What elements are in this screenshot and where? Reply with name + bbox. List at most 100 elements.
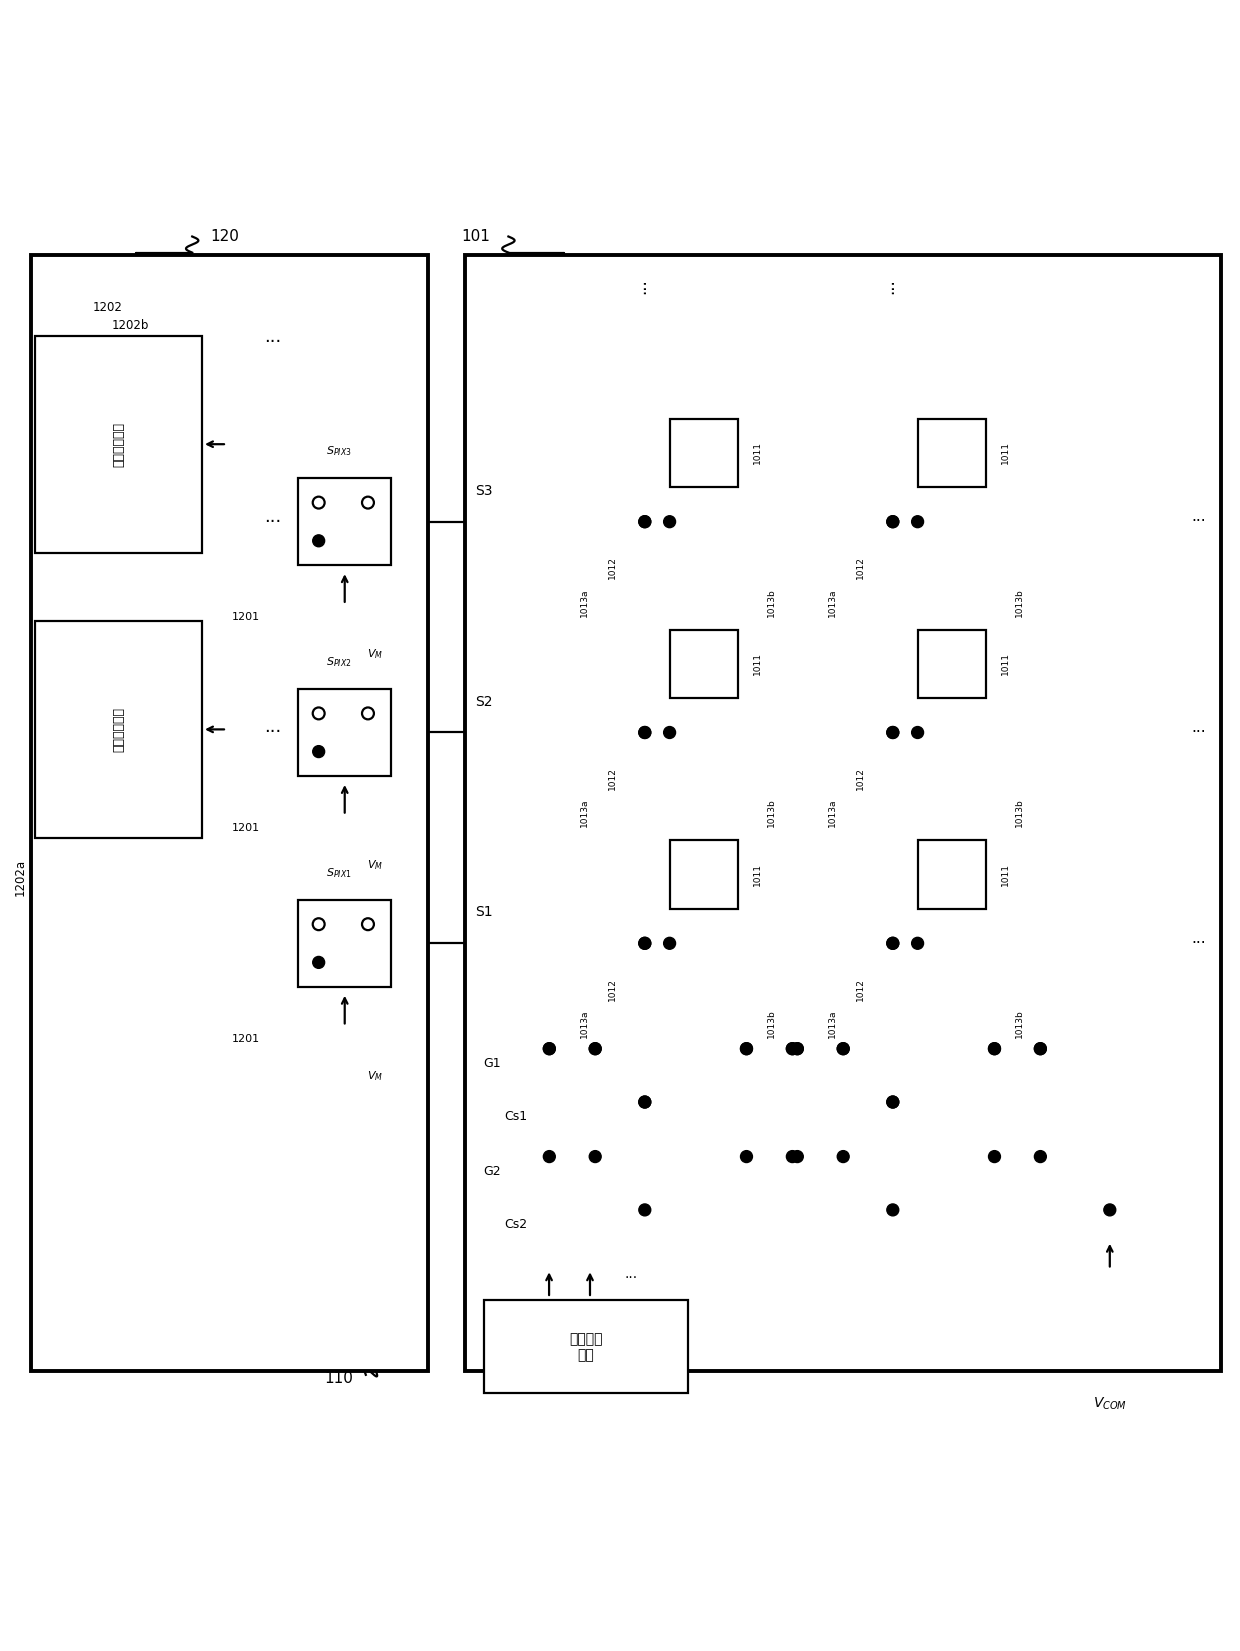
Text: $V_{COM}$: $V_{COM}$: [1092, 1395, 1127, 1412]
Text: $V_M$: $V_M$: [367, 647, 383, 662]
Text: 1202: 1202: [93, 300, 123, 314]
Circle shape: [639, 726, 651, 738]
Circle shape: [791, 1151, 804, 1162]
Circle shape: [639, 938, 651, 949]
Bar: [299, 688, 392, 776]
Circle shape: [663, 726, 676, 738]
Circle shape: [887, 726, 899, 738]
Circle shape: [543, 1043, 556, 1055]
Text: 1011: 1011: [1001, 652, 1011, 675]
Text: ···: ···: [264, 513, 281, 530]
Circle shape: [639, 938, 651, 949]
Circle shape: [786, 1043, 799, 1055]
Circle shape: [1034, 1043, 1047, 1055]
Text: ···: ···: [636, 279, 653, 294]
Text: S2: S2: [475, 695, 492, 708]
Text: 1011: 1011: [1001, 863, 1011, 887]
Circle shape: [911, 938, 924, 949]
Text: 1013b: 1013b: [1014, 588, 1024, 617]
Circle shape: [791, 1043, 804, 1055]
Text: ···: ···: [264, 334, 281, 352]
Circle shape: [589, 1043, 601, 1055]
Bar: [918, 840, 986, 908]
Text: 第二侦测单元: 第二侦测单元: [112, 421, 125, 467]
Circle shape: [837, 1043, 849, 1055]
Circle shape: [887, 1204, 899, 1215]
Text: 1202a: 1202a: [14, 859, 26, 896]
Text: 120: 120: [211, 229, 239, 244]
Circle shape: [639, 726, 651, 738]
Text: 1013a: 1013a: [579, 799, 589, 827]
Text: 1012: 1012: [608, 556, 618, 580]
Circle shape: [312, 746, 325, 758]
Circle shape: [837, 1151, 849, 1162]
Bar: [484, 1301, 688, 1393]
Bar: [31, 256, 428, 1370]
Bar: [299, 479, 392, 565]
Bar: [670, 629, 738, 698]
Text: 1013a: 1013a: [579, 588, 589, 616]
Circle shape: [312, 956, 325, 969]
Circle shape: [663, 938, 676, 949]
Circle shape: [740, 1043, 753, 1055]
Text: $S_{PIX2}$: $S_{PIX2}$: [326, 655, 351, 669]
Circle shape: [887, 515, 899, 528]
Circle shape: [362, 918, 374, 930]
Circle shape: [887, 938, 899, 949]
Text: S3: S3: [475, 484, 492, 497]
Text: 1013b: 1013b: [766, 799, 776, 827]
Circle shape: [887, 726, 899, 738]
Bar: [918, 419, 986, 487]
Circle shape: [589, 1151, 601, 1162]
Text: $V_M$: $V_M$: [367, 1070, 383, 1083]
Text: Cs1: Cs1: [505, 1111, 528, 1123]
Text: 1011: 1011: [753, 863, 763, 887]
Text: 1011: 1011: [753, 441, 763, 464]
Text: 1011: 1011: [1001, 441, 1011, 464]
Circle shape: [589, 1043, 601, 1055]
Circle shape: [740, 1043, 753, 1055]
Text: 1012: 1012: [856, 977, 866, 1001]
Text: 1012: 1012: [856, 556, 866, 580]
Circle shape: [887, 938, 899, 949]
Circle shape: [786, 1151, 799, 1162]
Text: G2: G2: [484, 1166, 501, 1177]
Text: ···: ···: [1192, 725, 1207, 740]
Text: $S_{PIX3}$: $S_{PIX3}$: [326, 444, 351, 457]
Text: 1201: 1201: [232, 822, 260, 834]
Circle shape: [1034, 1151, 1047, 1162]
Text: ···: ···: [1192, 513, 1207, 530]
Bar: [299, 900, 392, 987]
Circle shape: [740, 1151, 753, 1162]
Text: 1013b: 1013b: [1014, 1009, 1024, 1038]
Text: 1013b: 1013b: [766, 588, 776, 617]
Bar: [918, 629, 986, 698]
Text: ···: ···: [884, 279, 901, 294]
Text: 1011: 1011: [753, 652, 763, 675]
Text: 1013b: 1013b: [766, 1009, 776, 1038]
Text: 1201: 1201: [232, 1034, 260, 1043]
Circle shape: [988, 1043, 1001, 1055]
Circle shape: [312, 497, 325, 509]
Text: ···: ···: [264, 723, 281, 741]
Circle shape: [312, 707, 325, 720]
Bar: [35, 335, 202, 553]
Text: $V_M$: $V_M$: [367, 859, 383, 872]
Circle shape: [362, 497, 374, 509]
Circle shape: [362, 707, 374, 720]
Circle shape: [837, 1043, 849, 1055]
Bar: [465, 256, 1221, 1370]
Text: 110: 110: [325, 1370, 353, 1387]
Text: 1013a: 1013a: [827, 799, 837, 827]
Bar: [670, 840, 738, 908]
Text: 栅极控制
单元: 栅极控制 单元: [569, 1332, 603, 1362]
Text: ···: ···: [625, 1271, 637, 1284]
Circle shape: [786, 1043, 799, 1055]
Text: ···: ···: [1192, 936, 1207, 951]
Text: 1013a: 1013a: [579, 1010, 589, 1038]
Text: 1013b: 1013b: [1014, 799, 1024, 827]
Circle shape: [1104, 1204, 1116, 1215]
Circle shape: [988, 1043, 1001, 1055]
Text: 1012: 1012: [608, 977, 618, 1001]
Text: S1: S1: [475, 905, 492, 920]
